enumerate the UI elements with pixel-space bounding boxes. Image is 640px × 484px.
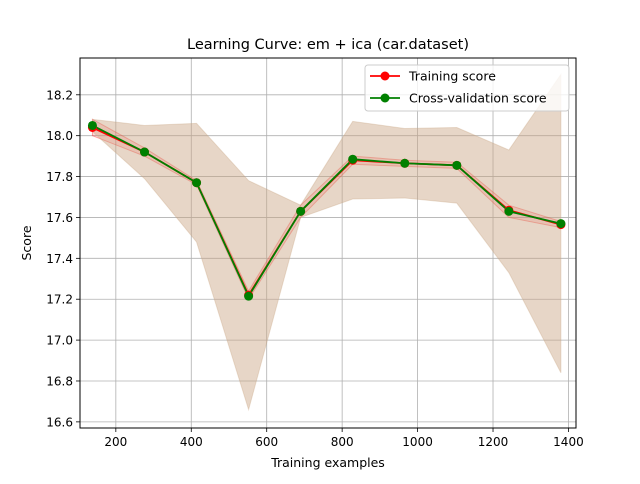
cv-score-point: [556, 219, 566, 229]
cv-score-point: [139, 147, 149, 157]
series-markers: [87, 120, 566, 301]
y-tick-label: 17.0: [46, 334, 73, 348]
confidence-bands: [91, 72, 562, 412]
cv-score-line: [92, 124, 562, 298]
legend-label-cv: Cross-validation score: [409, 91, 547, 106]
y-tick-label: 18.2: [46, 88, 73, 102]
cv-score-point: [192, 178, 202, 188]
legend-marker-cv: [380, 93, 390, 103]
cv-score-band: [91, 72, 562, 412]
cv-score-point: [244, 291, 254, 301]
y-tick-label: 17.8: [46, 170, 73, 184]
x-axis-label: Training examples: [270, 455, 385, 470]
x-tick-label: 1200: [478, 435, 509, 449]
cv-score-point: [452, 160, 462, 170]
y-tick-label: 17.4: [46, 252, 73, 266]
x-tick-label: 400: [180, 435, 203, 449]
y-tick-label: 18.0: [46, 129, 73, 143]
legend: Training score Cross-validation score: [364, 64, 570, 112]
y-tick-label: 17.6: [46, 211, 73, 225]
plot-frame: [79, 57, 577, 429]
cv-score-point: [400, 158, 410, 168]
x-tick-label: 200: [104, 435, 127, 449]
cv-score-point: [296, 206, 306, 216]
y-tick-label: 17.2: [46, 293, 73, 307]
x-tick-label: 800: [331, 435, 354, 449]
x-tick-label: 1000: [402, 435, 433, 449]
cv-score-point: [504, 206, 514, 216]
y-tick-label: 16.6: [46, 415, 73, 429]
cv-score-point: [348, 154, 358, 164]
series-lines: [92, 124, 562, 298]
chart-title: Learning Curve: em + ica (car.dataset): [187, 37, 469, 53]
grid-lines: [80, 58, 576, 428]
x-axis-ticks: 200 400 600 800 1000 1200 1400: [104, 428, 584, 449]
y-tick-label: 16.8: [46, 374, 73, 388]
x-tick-label: 600: [255, 435, 278, 449]
cv-score-point: [87, 120, 97, 130]
y-axis-ticks: 16.6 16.8 17.0 17.2 17.4 17.6 17.8 18.0 18.2: [46, 88, 80, 429]
y-axis-label: Score: [19, 225, 34, 260]
x-tick-label: 1400: [553, 435, 584, 449]
legend-box: [364, 64, 570, 112]
legend-label-training: Training score: [408, 69, 496, 84]
legend-marker-training: [380, 71, 390, 81]
